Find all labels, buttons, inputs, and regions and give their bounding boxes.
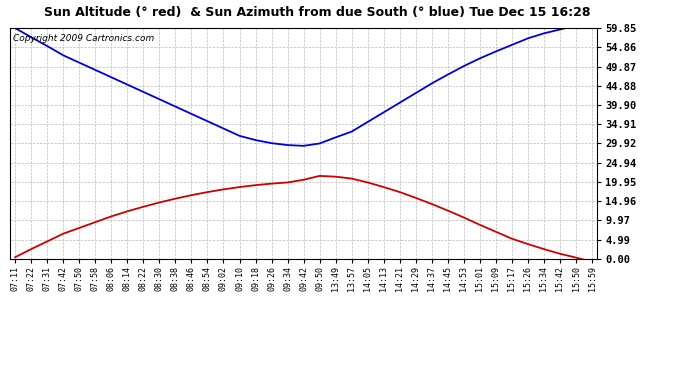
Text: Copyright 2009 Cartronics.com: Copyright 2009 Cartronics.com <box>13 34 155 43</box>
Text: Sun Altitude (° red)  & Sun Azimuth from due South (° blue) Tue Dec 15 16:28: Sun Altitude (° red) & Sun Azimuth from … <box>44 6 591 19</box>
